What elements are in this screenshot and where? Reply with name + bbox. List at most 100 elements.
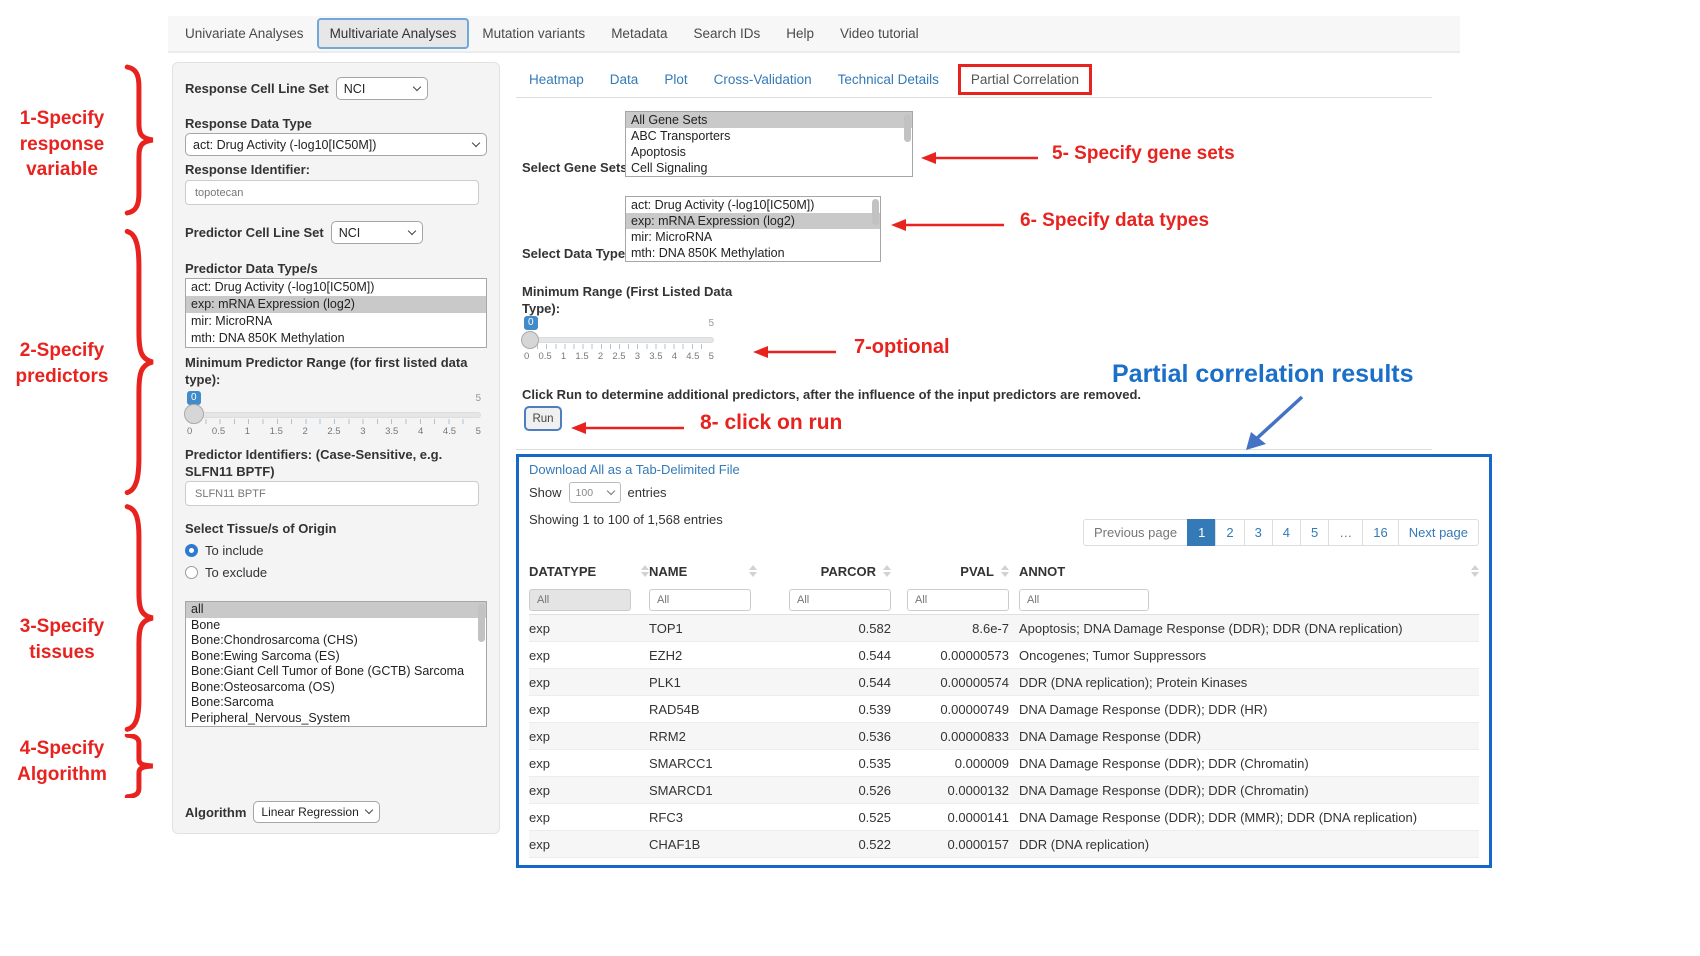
list-option[interactable]: Bone <box>186 618 486 634</box>
sort-icon[interactable] <box>883 565 891 577</box>
previous-page-button[interactable]: Previous page <box>1083 519 1188 546</box>
list-option[interactable]: Peripheral_Nervous_System <box>186 711 486 727</box>
annotation-arrow-run <box>570 420 688 436</box>
sort-icon[interactable] <box>641 565 649 577</box>
to-include-radio[interactable]: To include <box>185 543 264 558</box>
filter-name-input[interactable] <box>649 589 751 611</box>
nav-video-tutorial[interactable]: Video tutorial <box>827 18 932 49</box>
filter-parcor-input[interactable] <box>789 589 891 611</box>
nav-univariate-analyses[interactable]: Univariate Analyses <box>172 18 317 49</box>
page-button-3[interactable]: 3 <box>1244 519 1273 546</box>
list-option[interactable]: Cell Signaling <box>626 160 912 176</box>
page-button-4[interactable]: 4 <box>1272 519 1301 546</box>
table-row[interactable]: exp RRM2 0.536 0.00000833 DNA Damage Res… <box>529 723 1479 750</box>
nav-search-ids[interactable]: Search IDs <box>680 18 773 49</box>
sort-icon[interactable] <box>1471 565 1479 577</box>
response-identifier-input[interactable] <box>185 180 479 205</box>
tick-label: 2.5 <box>612 351 625 362</box>
list-option[interactable]: Bone:Sarcoma <box>186 695 486 711</box>
scrollbar[interactable] <box>872 199 879 225</box>
column-header-datatype[interactable]: DATATYPE <box>529 564 649 579</box>
list-option-selected[interactable]: All Gene Sets <box>626 112 912 128</box>
response-cell-line-set-select[interactable]: NCI <box>336 77 428 100</box>
list-option-selected[interactable]: exp: mRNA Expression (log2) <box>186 296 486 313</box>
predictor-cell-line-set-select[interactable]: NCI <box>331 221 423 244</box>
scrollbar[interactable] <box>478 604 485 642</box>
column-header-annot[interactable]: ANNOT <box>1009 564 1479 579</box>
list-option[interactable]: ABC Transporters <box>626 128 912 144</box>
sort-icon[interactable] <box>749 565 757 577</box>
column-header-pval[interactable]: PVAL <box>891 564 1009 579</box>
cell-annot: DNA Damage Response (DDR); DDR (Chromati… <box>1009 783 1479 798</box>
annotation-step3: 3-Specify tissues <box>6 614 118 665</box>
list-option[interactable]: Bone:Ewing Sarcoma (ES) <box>186 649 486 665</box>
list-option[interactable]: Bone:Giant Cell Tumor of Bone (GCTB) Sar… <box>186 664 486 680</box>
list-option[interactable]: act: Drug Activity (-log10[IC50M]) <box>186 279 486 296</box>
filter-pval-input[interactable] <box>907 589 1009 611</box>
annotation-step4: 4-Specify Algorithm <box>6 736 118 787</box>
tick-label: 3 <box>360 426 365 437</box>
download-link[interactable]: Download All as a Tab-Delimited File <box>529 462 740 477</box>
table-row[interactable]: exp RAD54B 0.539 0.00000749 DNA Damage R… <box>529 696 1479 723</box>
list-option[interactable]: mir: MicroRNA <box>626 229 880 245</box>
tick-label: 0.5 <box>212 426 225 437</box>
column-header-parcor[interactable]: PARCOR <box>771 564 891 579</box>
nav-metadata[interactable]: Metadata <box>598 18 680 49</box>
table-row[interactable]: exp TOP1 0.582 8.6e-7 Apoptosis; DNA Dam… <box>529 615 1479 642</box>
list-option[interactable]: mth: DNA 850K Methylation <box>626 245 880 261</box>
tick-label: 1.5 <box>270 426 283 437</box>
nav-help[interactable]: Help <box>773 18 827 49</box>
table-row[interactable]: exp EZH2 0.544 0.00000573 Oncogenes; Tum… <box>529 642 1479 669</box>
nav-multivariate-analyses[interactable]: Multivariate Analyses <box>317 18 470 49</box>
list-option[interactable]: mir: MicroRNA <box>186 313 486 330</box>
list-option[interactable]: Bone:Chondrosarcoma (CHS) <box>186 633 486 649</box>
tab-heatmap[interactable]: Heatmap <box>516 64 597 95</box>
tab-partial-correlation[interactable]: Partial Correlation <box>958 64 1092 95</box>
cell-pval: 0.00000833 <box>891 729 1009 744</box>
run-button[interactable]: Run <box>524 406 562 431</box>
annotation-arrow-gene-sets <box>920 150 1042 166</box>
tab-data[interactable]: Data <box>597 64 652 95</box>
table-row[interactable]: exp RFC3 0.525 0.0000141 DNA Damage Resp… <box>529 804 1479 831</box>
slider-thumb[interactable] <box>184 404 204 424</box>
table-row[interactable]: exp SMARCC1 0.535 0.000009 DNA Damage Re… <box>529 750 1479 777</box>
tab-technical-details[interactable]: Technical Details <box>825 64 952 95</box>
nav-mutation-variants[interactable]: Mutation variants <box>469 18 598 49</box>
page-button-5[interactable]: 5 <box>1300 519 1329 546</box>
to-include-label: To include <box>205 543 264 558</box>
next-page-button[interactable]: Next page <box>1398 519 1479 546</box>
scrollbar[interactable] <box>904 114 911 142</box>
slider-track[interactable] <box>524 337 714 343</box>
sort-icon[interactable] <box>1001 565 1009 577</box>
list-option-selected[interactable]: all <box>186 602 486 618</box>
list-option[interactable]: mth: DNA 850K Methylation <box>186 330 486 347</box>
list-option[interactable]: act: Drug Activity (-log10[IC50M]) <box>626 197 880 213</box>
tab-cross-validation[interactable]: Cross-Validation <box>701 64 825 95</box>
filter-annot-input[interactable] <box>1019 589 1149 611</box>
table-row[interactable]: exp PLK1 0.544 0.00000574 DDR (DNA repli… <box>529 669 1479 696</box>
cell-parcor: 0.539 <box>771 702 891 717</box>
algorithm-select[interactable]: Linear Regression <box>253 801 379 823</box>
page-button-2[interactable]: 2 <box>1215 519 1244 546</box>
slider-track[interactable] <box>187 412 481 418</box>
to-exclude-radio[interactable]: To exclude <box>185 565 267 580</box>
cell-pval: 0.00000573 <box>891 648 1009 663</box>
tick-label: 5 <box>709 351 714 362</box>
response-data-type-select[interactable]: act: Drug Activity (-log10[IC50M]) <box>185 133 487 156</box>
list-option[interactable]: Bone:Osteosarcoma (OS) <box>186 680 486 696</box>
chevron-down-icon <box>365 806 373 814</box>
page-button-1[interactable]: 1 <box>1187 519 1216 546</box>
slider-thumb[interactable] <box>521 331 539 349</box>
predictor-identifiers-input[interactable] <box>185 481 479 506</box>
column-header-name[interactable]: NAME <box>649 564 771 579</box>
list-option[interactable]: Apoptosis <box>626 144 912 160</box>
page-size-select[interactable]: 100 <box>569 482 621 503</box>
table-row[interactable]: exp SMARCD1 0.526 0.0000132 DNA Damage R… <box>529 777 1479 804</box>
tab-plot[interactable]: Plot <box>651 64 700 95</box>
filter-datatype-input[interactable] <box>529 589 631 611</box>
tick-label: 4 <box>672 351 677 362</box>
run-instruction: Click Run to determine additional predic… <box>522 387 1222 402</box>
list-option-selected[interactable]: exp: mRNA Expression (log2) <box>626 213 880 229</box>
page-button-16[interactable]: 16 <box>1362 519 1398 546</box>
table-row[interactable]: exp CHAF1B 0.522 0.0000157 DDR (DNA repl… <box>529 831 1479 858</box>
